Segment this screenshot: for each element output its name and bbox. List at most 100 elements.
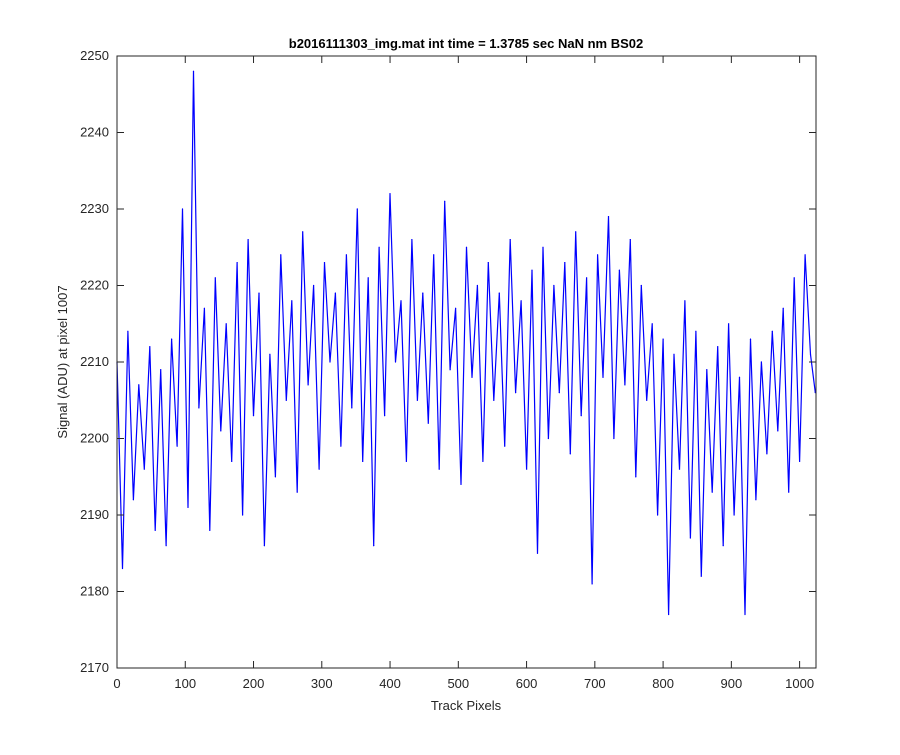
data-point xyxy=(646,399,648,401)
data-point xyxy=(449,369,451,371)
data-point xyxy=(323,262,326,264)
data-point xyxy=(678,468,681,470)
data-point xyxy=(384,415,386,417)
y-tick-label: 2240 xyxy=(80,125,109,140)
data-point xyxy=(192,70,195,72)
y-tick-label: 2170 xyxy=(80,660,109,675)
data-point xyxy=(400,300,402,302)
data-point xyxy=(313,284,315,287)
data-point xyxy=(302,231,304,233)
data-point xyxy=(482,460,484,462)
x-axis-label: Track Pixels xyxy=(431,698,502,713)
data-point xyxy=(181,208,184,210)
data-point xyxy=(695,330,697,332)
data-point xyxy=(258,292,260,294)
data-point xyxy=(717,346,719,348)
data-point xyxy=(580,415,582,417)
data-point xyxy=(373,545,375,547)
data-point xyxy=(285,399,287,401)
data-point xyxy=(225,323,227,325)
y-tick-label: 2230 xyxy=(80,201,109,216)
data-point xyxy=(345,254,347,256)
data-point xyxy=(444,200,446,202)
data-point xyxy=(504,445,506,447)
data-point xyxy=(460,483,462,485)
data-point xyxy=(575,231,577,233)
data-point xyxy=(526,468,528,470)
data-point xyxy=(438,468,440,470)
data-point xyxy=(280,254,282,256)
data-point xyxy=(160,369,162,371)
x-tick-label: 600 xyxy=(516,676,538,691)
data-point xyxy=(252,415,255,417)
data-point xyxy=(618,269,621,271)
y-tick-label: 2210 xyxy=(80,354,109,369)
data-point xyxy=(749,338,752,340)
data-point xyxy=(569,453,571,455)
x-tick-label: 700 xyxy=(584,676,606,691)
data-point xyxy=(127,330,129,332)
data-point xyxy=(728,323,730,325)
data-point xyxy=(476,284,478,287)
data-point xyxy=(411,239,413,241)
data-point xyxy=(138,384,140,386)
data-point xyxy=(755,499,757,501)
data-point xyxy=(771,330,773,332)
data-point xyxy=(198,407,200,409)
data-point xyxy=(684,300,686,302)
y-axis-label: Signal (ADU) at pixel 1007 xyxy=(55,285,70,438)
data-point xyxy=(318,468,320,470)
data-point xyxy=(515,392,517,394)
data-point xyxy=(689,537,692,539)
x-tick-label: 400 xyxy=(379,676,401,691)
data-point xyxy=(706,369,708,371)
data-point xyxy=(640,284,642,287)
data-point xyxy=(799,460,801,462)
data-point xyxy=(291,300,293,302)
data-point xyxy=(602,376,604,378)
data-point xyxy=(471,376,473,378)
data-point xyxy=(416,399,418,401)
data-point xyxy=(553,284,555,287)
data-point xyxy=(307,384,309,386)
series-layer xyxy=(116,70,816,616)
x-tick-label: 800 xyxy=(652,676,674,691)
data-point xyxy=(296,491,298,493)
data-point xyxy=(214,277,216,279)
data-point xyxy=(657,514,659,516)
data-point xyxy=(586,277,588,279)
data-point xyxy=(187,506,189,508)
y-tick-label: 2220 xyxy=(80,278,109,293)
data-point xyxy=(591,583,593,585)
data-point xyxy=(165,545,167,547)
data-point xyxy=(203,307,205,309)
x-tick-label: 100 xyxy=(174,676,196,691)
data-point xyxy=(520,300,522,302)
data-point xyxy=(498,292,500,294)
data-point xyxy=(329,361,331,363)
data-point xyxy=(558,392,560,394)
y-tick-label: 2190 xyxy=(80,507,109,522)
data-point xyxy=(231,460,233,462)
data-point xyxy=(493,399,495,401)
data-point xyxy=(269,353,271,355)
plot-background xyxy=(117,56,816,668)
data-point xyxy=(149,346,151,348)
data-point xyxy=(351,407,353,409)
data-point xyxy=(340,445,342,447)
y-tick-label: 2180 xyxy=(80,584,109,599)
data-point xyxy=(242,514,244,516)
x-tick-label: 1000 xyxy=(785,676,814,691)
data-point xyxy=(613,437,615,440)
data-point xyxy=(607,216,610,218)
data-point xyxy=(209,529,211,531)
data-point xyxy=(722,545,724,547)
data-point xyxy=(793,277,795,279)
data-point xyxy=(405,460,407,462)
data-point xyxy=(766,453,768,455)
data-point xyxy=(132,499,134,501)
data-point xyxy=(782,307,784,309)
data-point xyxy=(433,254,435,256)
data-point xyxy=(547,437,550,440)
data-point xyxy=(422,292,424,294)
